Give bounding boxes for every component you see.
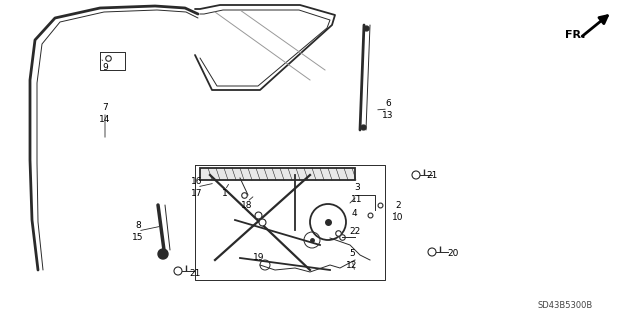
Text: 21: 21 — [426, 170, 438, 180]
Text: 10: 10 — [392, 213, 404, 222]
Text: 8: 8 — [135, 220, 141, 229]
Text: 17: 17 — [191, 189, 203, 197]
Text: 1: 1 — [222, 189, 228, 197]
Text: 2: 2 — [395, 202, 401, 211]
Text: 16: 16 — [191, 176, 203, 186]
Text: 3: 3 — [354, 183, 360, 192]
Text: 14: 14 — [99, 115, 111, 124]
Text: 9: 9 — [102, 63, 108, 72]
Text: 13: 13 — [382, 110, 394, 120]
Text: 18: 18 — [241, 201, 253, 210]
Text: 7: 7 — [102, 103, 108, 113]
Text: 6: 6 — [385, 99, 391, 108]
Text: 5: 5 — [349, 249, 355, 258]
FancyBboxPatch shape — [200, 168, 355, 180]
Text: 15: 15 — [132, 233, 144, 241]
Text: 20: 20 — [447, 249, 459, 258]
Text: 12: 12 — [346, 262, 358, 271]
Text: 4: 4 — [351, 209, 357, 218]
Text: 22: 22 — [349, 227, 360, 236]
Text: 11: 11 — [351, 196, 363, 204]
Text: SD43B5300B: SD43B5300B — [538, 301, 593, 310]
Text: FR.: FR. — [565, 30, 586, 40]
Text: 21: 21 — [189, 270, 201, 278]
Circle shape — [158, 249, 168, 259]
Text: 19: 19 — [253, 253, 265, 262]
